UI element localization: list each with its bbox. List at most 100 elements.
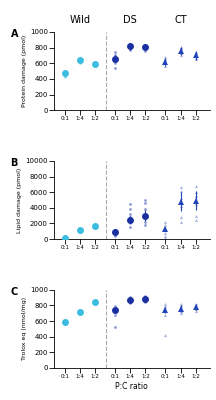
Point [129, 295, 132, 301]
Point [113, 306, 117, 312]
Point [129, 220, 132, 227]
Point [78, 225, 82, 232]
Point [179, 310, 182, 316]
Point [144, 293, 147, 299]
Point [164, 60, 167, 66]
Point [194, 303, 197, 310]
Point [164, 62, 167, 69]
Point [144, 42, 147, 48]
Point [129, 47, 132, 53]
Point [63, 73, 66, 80]
Point [164, 55, 167, 62]
Point [164, 222, 167, 228]
Point [164, 312, 167, 318]
Point [78, 58, 82, 64]
Point [194, 216, 197, 223]
Point [94, 297, 97, 303]
Point [164, 307, 167, 313]
Y-axis label: Trolox eq (nmol/mg): Trolox eq (nmol/mg) [22, 297, 27, 360]
Point [179, 308, 182, 314]
Point [113, 231, 117, 238]
Point [63, 321, 66, 328]
Point [179, 306, 182, 312]
Point [194, 193, 197, 199]
Point [144, 197, 147, 203]
Point [179, 46, 182, 52]
Point [113, 324, 117, 330]
Point [179, 303, 182, 310]
Point [144, 298, 147, 304]
Point [129, 41, 132, 48]
Point [113, 229, 117, 235]
Point [164, 226, 167, 233]
Point [129, 214, 132, 220]
Point [94, 63, 97, 70]
Point [113, 65, 117, 71]
Point [94, 298, 97, 304]
Point [144, 45, 147, 52]
Point [94, 300, 97, 306]
Point [164, 303, 167, 310]
Text: B: B [10, 158, 18, 168]
Point [144, 222, 147, 228]
Point [194, 308, 197, 314]
Point [194, 201, 197, 207]
Point [94, 62, 97, 68]
Point [144, 48, 147, 54]
Point [144, 299, 147, 306]
Point [129, 296, 132, 303]
Point [194, 301, 197, 307]
Point [78, 229, 82, 235]
Point [179, 44, 182, 50]
Point [179, 52, 182, 59]
Point [144, 206, 147, 212]
Point [78, 308, 82, 314]
Text: Wild: Wild [69, 15, 91, 25]
Point [144, 200, 147, 206]
Point [94, 222, 97, 228]
Point [63, 71, 66, 77]
Point [94, 223, 97, 230]
Point [194, 212, 197, 219]
Point [113, 233, 117, 239]
Point [113, 60, 117, 66]
Point [179, 301, 182, 307]
Point [164, 301, 167, 307]
Point [129, 211, 132, 217]
Point [113, 58, 117, 64]
Point [179, 214, 182, 220]
X-axis label: P:C ratio: P:C ratio [115, 382, 148, 391]
Point [78, 309, 82, 316]
Point [113, 226, 117, 233]
Point [63, 317, 66, 323]
Point [129, 201, 132, 207]
Point [78, 58, 82, 65]
Point [94, 221, 97, 228]
Point [144, 212, 147, 219]
Point [129, 42, 132, 48]
Point [179, 203, 182, 210]
Point [94, 225, 97, 231]
Point [144, 294, 147, 301]
Point [78, 228, 82, 234]
Point [194, 306, 197, 312]
Point [144, 296, 147, 302]
Point [194, 50, 197, 56]
Point [164, 57, 167, 63]
Point [113, 230, 117, 236]
Point [94, 60, 97, 66]
Point [63, 318, 66, 324]
Point [63, 69, 66, 75]
Point [78, 310, 82, 317]
Point [164, 230, 167, 236]
Text: CT: CT [174, 15, 187, 25]
Point [164, 219, 167, 225]
Point [113, 227, 117, 234]
Point [194, 189, 197, 195]
Point [164, 234, 167, 241]
Point [144, 43, 147, 49]
Point [63, 320, 66, 326]
Point [179, 44, 182, 51]
Point [113, 312, 117, 318]
Point [179, 219, 182, 225]
